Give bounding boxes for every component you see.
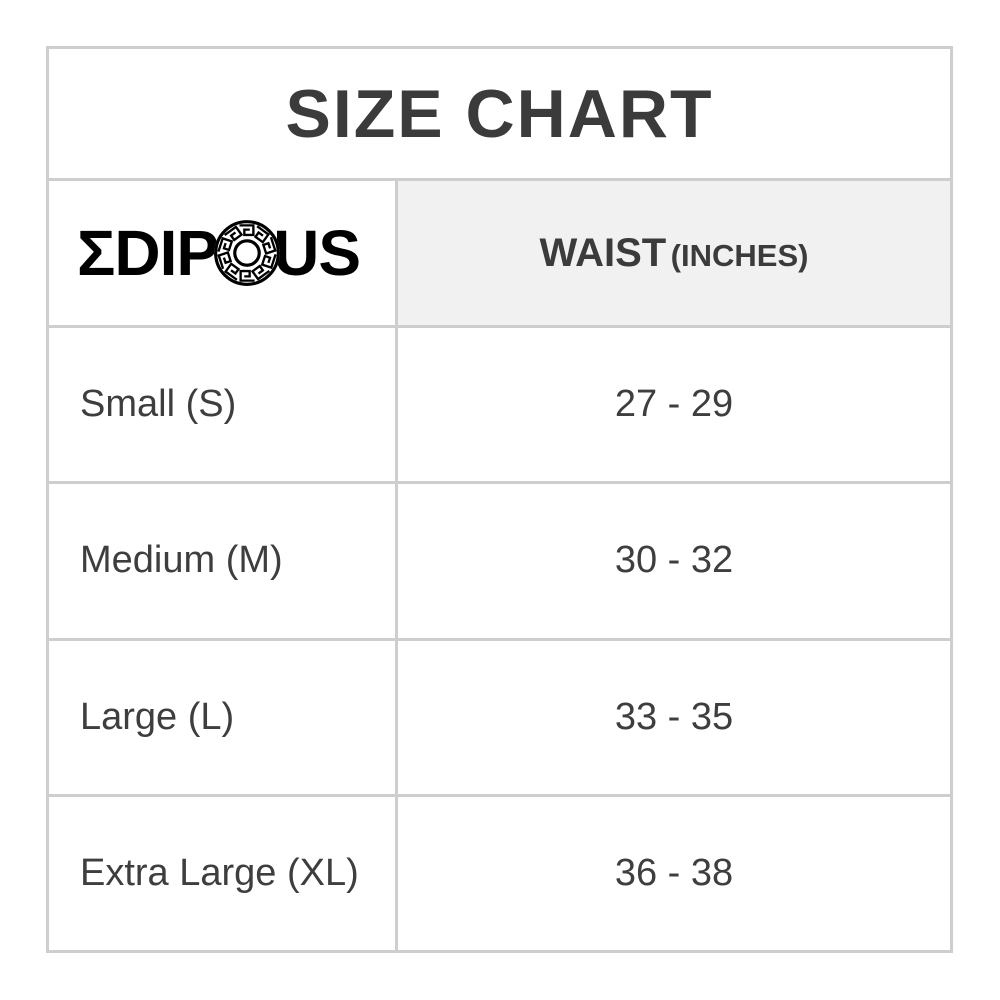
size-table-grid: ΣDIP <box>49 181 950 950</box>
waist-value-medium: 30 - 32 <box>398 481 950 637</box>
size-label-extra-large: Extra Large (XL) <box>49 793 398 950</box>
waist-header-unit: (INCHES) <box>670 237 809 273</box>
waist-value-extra-large: 36 - 38 <box>398 793 950 950</box>
size-label-small: Small (S) <box>49 325 398 482</box>
brand-logo-text-left: ΣDIP <box>77 217 219 289</box>
waist-column-header-cell: WAIST (INCHES) <box>398 181 950 325</box>
size-label-medium: Medium (M) <box>49 481 398 638</box>
waist-column-header: WAIST (INCHES) <box>540 231 809 276</box>
greek-meander-medallion-icon <box>214 220 281 286</box>
size-chart-table: SIZE CHART ΣDIP <box>46 46 953 953</box>
waist-header-label: WAIST <box>539 230 667 275</box>
brand-logo-cell: ΣDIP <box>49 181 398 325</box>
size-label-large: Large (L) <box>49 637 398 794</box>
page-title: SIZE CHART <box>285 75 714 152</box>
waist-value-large: 33 - 35 <box>398 637 950 794</box>
brand-logo: ΣDIP <box>77 217 361 289</box>
waist-value-small: 27 - 29 <box>398 325 950 481</box>
chart-title-row: SIZE CHART <box>49 49 950 181</box>
brand-logo-text-right: US <box>273 217 361 289</box>
